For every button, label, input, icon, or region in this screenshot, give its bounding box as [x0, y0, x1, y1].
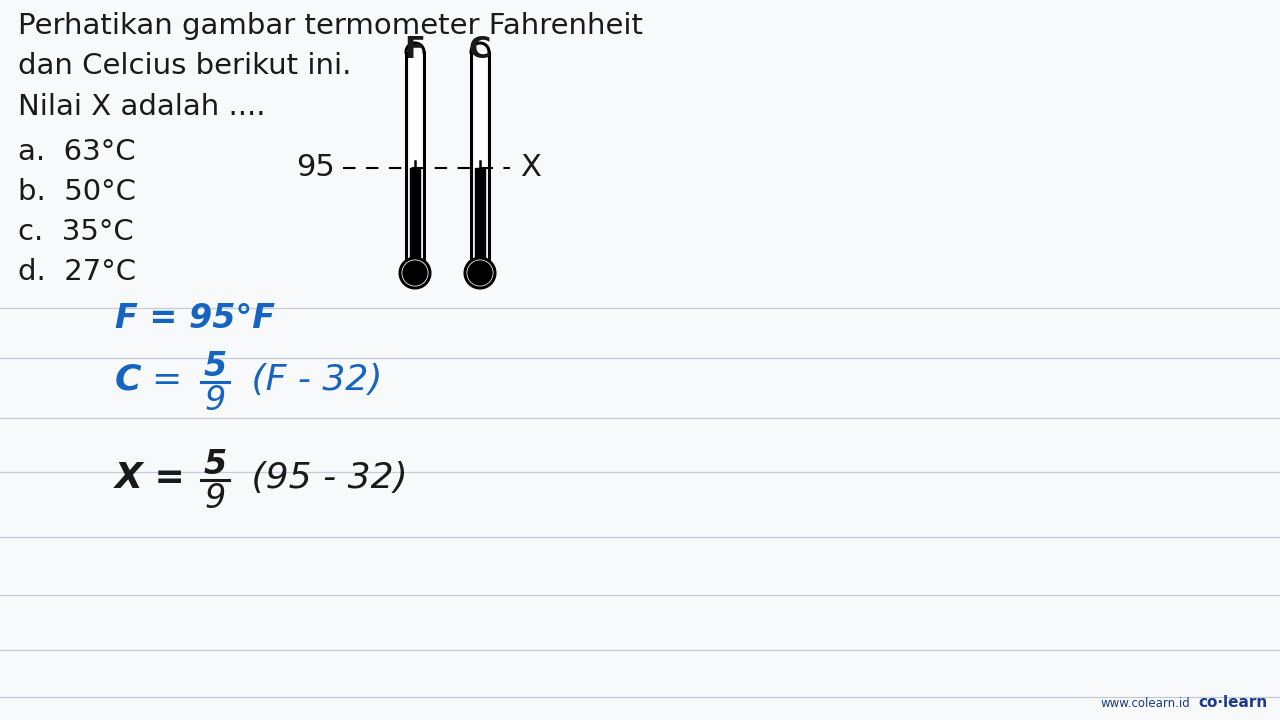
- Text: d.  27°C: d. 27°C: [18, 258, 136, 286]
- Bar: [475, 168, 485, 266]
- Circle shape: [465, 258, 495, 288]
- Text: F: F: [404, 35, 425, 64]
- Circle shape: [399, 258, 430, 288]
- Bar: [475, 52, 485, 266]
- Text: C: C: [468, 35, 492, 64]
- Text: 9: 9: [205, 482, 225, 515]
- Text: (F - 32): (F - 32): [241, 363, 383, 397]
- Bar: [410, 52, 420, 266]
- Text: X: X: [520, 153, 541, 182]
- Text: dan Celcius berikut ini.: dan Celcius berikut ini.: [18, 52, 352, 80]
- Text: 5: 5: [204, 349, 227, 382]
- Text: Nilai X adalah ....: Nilai X adalah ....: [18, 93, 265, 121]
- Text: F = 95°F: F = 95°F: [115, 302, 275, 335]
- Text: 5: 5: [204, 448, 227, 480]
- Text: co·learn: co·learn: [1199, 695, 1268, 710]
- Text: C: C: [115, 363, 142, 397]
- Text: www.colearn.id: www.colearn.id: [1101, 697, 1190, 710]
- Circle shape: [403, 261, 428, 285]
- Text: X =: X =: [115, 461, 186, 495]
- Text: 95: 95: [296, 153, 335, 182]
- Text: b.  50°C: b. 50°C: [18, 178, 136, 206]
- Text: =: =: [151, 363, 182, 397]
- Bar: [410, 168, 420, 266]
- Text: Perhatikan gambar termometer Fahrenheit: Perhatikan gambar termometer Fahrenheit: [18, 12, 643, 40]
- Text: 9: 9: [205, 384, 225, 416]
- Text: (95 - 32): (95 - 32): [241, 461, 408, 495]
- Circle shape: [468, 261, 492, 285]
- Text: c.  35°C: c. 35°C: [18, 218, 133, 246]
- Text: a.  63°C: a. 63°C: [18, 138, 136, 166]
